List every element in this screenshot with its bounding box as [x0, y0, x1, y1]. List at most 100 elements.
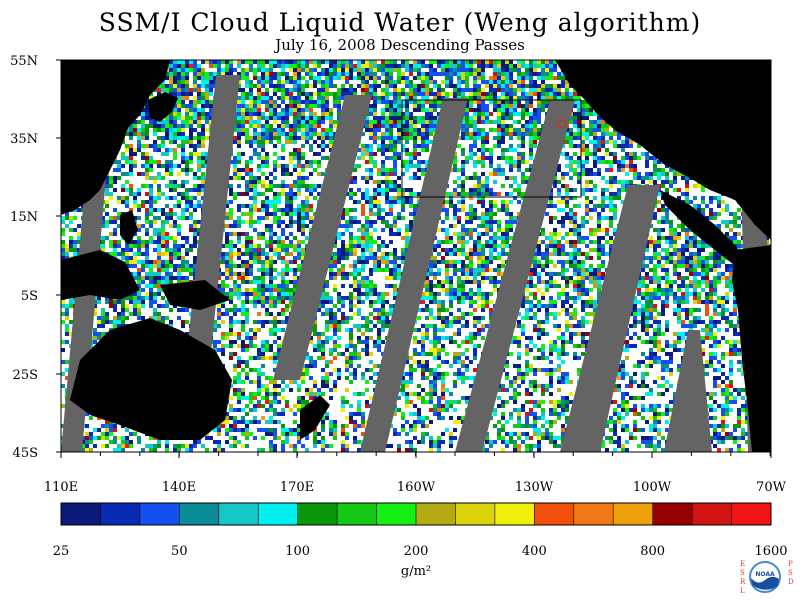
cloud-cell [429, 60, 433, 64]
cloud-cell [417, 88, 421, 92]
cloud-cell [233, 196, 237, 200]
cloud-cell [517, 104, 521, 108]
cloud-cell [197, 152, 201, 156]
cloud-cell [509, 148, 513, 152]
cloud-cell [529, 124, 533, 128]
cloud-cell [405, 152, 409, 156]
cloud-cell [181, 88, 185, 92]
cloud-cell [469, 196, 473, 200]
cloud-cell [357, 164, 361, 168]
cloud-cell [265, 116, 269, 120]
cloud-cell [301, 100, 305, 104]
cloud-cell [161, 136, 165, 140]
cloud-cell [501, 132, 505, 136]
cloud-cell [169, 112, 173, 116]
cloud-cell [305, 196, 309, 200]
cloud-cell [673, 188, 677, 192]
cloud-cell [505, 64, 509, 68]
cloud-cell [409, 72, 413, 76]
cloud-cell [609, 180, 613, 184]
cloud-cell [169, 160, 173, 164]
cloud-cell [133, 204, 137, 208]
cloud-cell [261, 204, 265, 208]
cloud-cell [293, 108, 297, 112]
cloud-cell [293, 196, 297, 200]
cloud-cell [373, 104, 377, 108]
cloud-cell [389, 196, 393, 200]
cloud-cell [109, 184, 113, 188]
cloud-cell [565, 88, 569, 92]
cloud-cell [149, 196, 153, 200]
cloud-cell [201, 84, 205, 88]
cloud-cell [433, 108, 437, 112]
cloud-cell [577, 204, 581, 208]
cloud-cell [481, 96, 485, 100]
cloud-cell [453, 88, 457, 92]
cloud-cell [409, 136, 413, 140]
cloud-cell [345, 192, 349, 196]
cloud-cell [469, 204, 473, 208]
cloud-cell [405, 64, 409, 68]
cloud-cell [193, 60, 197, 64]
cloud-cell [525, 108, 529, 112]
cloud-cell [249, 96, 253, 100]
cloud-cell [577, 108, 581, 112]
cloud-cell [501, 204, 505, 208]
cloud-cell [313, 100, 317, 104]
cloud-cell [593, 144, 597, 148]
cloud-cell [545, 88, 549, 92]
cloud-cell [177, 200, 181, 204]
cloud-cell [361, 76, 365, 80]
cloud-cell [417, 132, 421, 136]
cloud-cell [605, 216, 609, 220]
cloud-cell [473, 208, 477, 212]
cloud-cell [381, 132, 385, 136]
cloud-cell [201, 152, 205, 156]
cloud-cell [609, 176, 613, 180]
cloud-cell [477, 104, 481, 108]
cloud-cell [473, 80, 477, 84]
cloud-cell [717, 204, 721, 208]
cloud-cell [277, 96, 281, 100]
cloud-cell [205, 156, 209, 160]
cloud-cell [605, 160, 609, 164]
cloud-cell [129, 124, 133, 128]
cloud-cell [317, 184, 321, 188]
cloud-cell [253, 200, 257, 204]
cloud-cell [305, 100, 309, 104]
cloud-cell [153, 132, 157, 136]
cloud-cell [149, 168, 153, 172]
cloud-cell [153, 140, 157, 144]
cloud-cell [285, 200, 289, 204]
cloud-cell [269, 212, 273, 216]
cloud-cell [353, 92, 357, 96]
cloud-cell [621, 156, 625, 160]
cloud-cell [145, 152, 149, 156]
cloud-cell [341, 68, 345, 72]
cloud-cell [341, 76, 345, 80]
cloud-cell [489, 120, 493, 124]
cloud-cell [569, 140, 573, 144]
cloud-cell [165, 160, 169, 164]
cloud-cell [529, 144, 533, 148]
cloud-cell [169, 92, 173, 96]
cloud-cell [729, 212, 733, 216]
cloud-cell [285, 124, 289, 128]
cloud-cell [145, 200, 149, 204]
cloud-cell [581, 104, 585, 108]
cloud-cell [473, 92, 477, 96]
cloud-cell [181, 100, 185, 104]
cloud-cell [385, 200, 389, 204]
cloud-cell [533, 84, 537, 88]
cloud-cell [309, 132, 313, 136]
cloud-cell [533, 88, 537, 92]
cloud-cell [501, 128, 505, 132]
cloud-cell [561, 84, 565, 88]
map-area [61, 60, 771, 452]
cloud-cell [613, 176, 617, 180]
cloud-cell [321, 148, 325, 152]
cloud-cell [677, 172, 681, 176]
cloud-cell [401, 92, 405, 96]
cloud-cell [249, 204, 253, 208]
cloud-cell [301, 200, 305, 204]
